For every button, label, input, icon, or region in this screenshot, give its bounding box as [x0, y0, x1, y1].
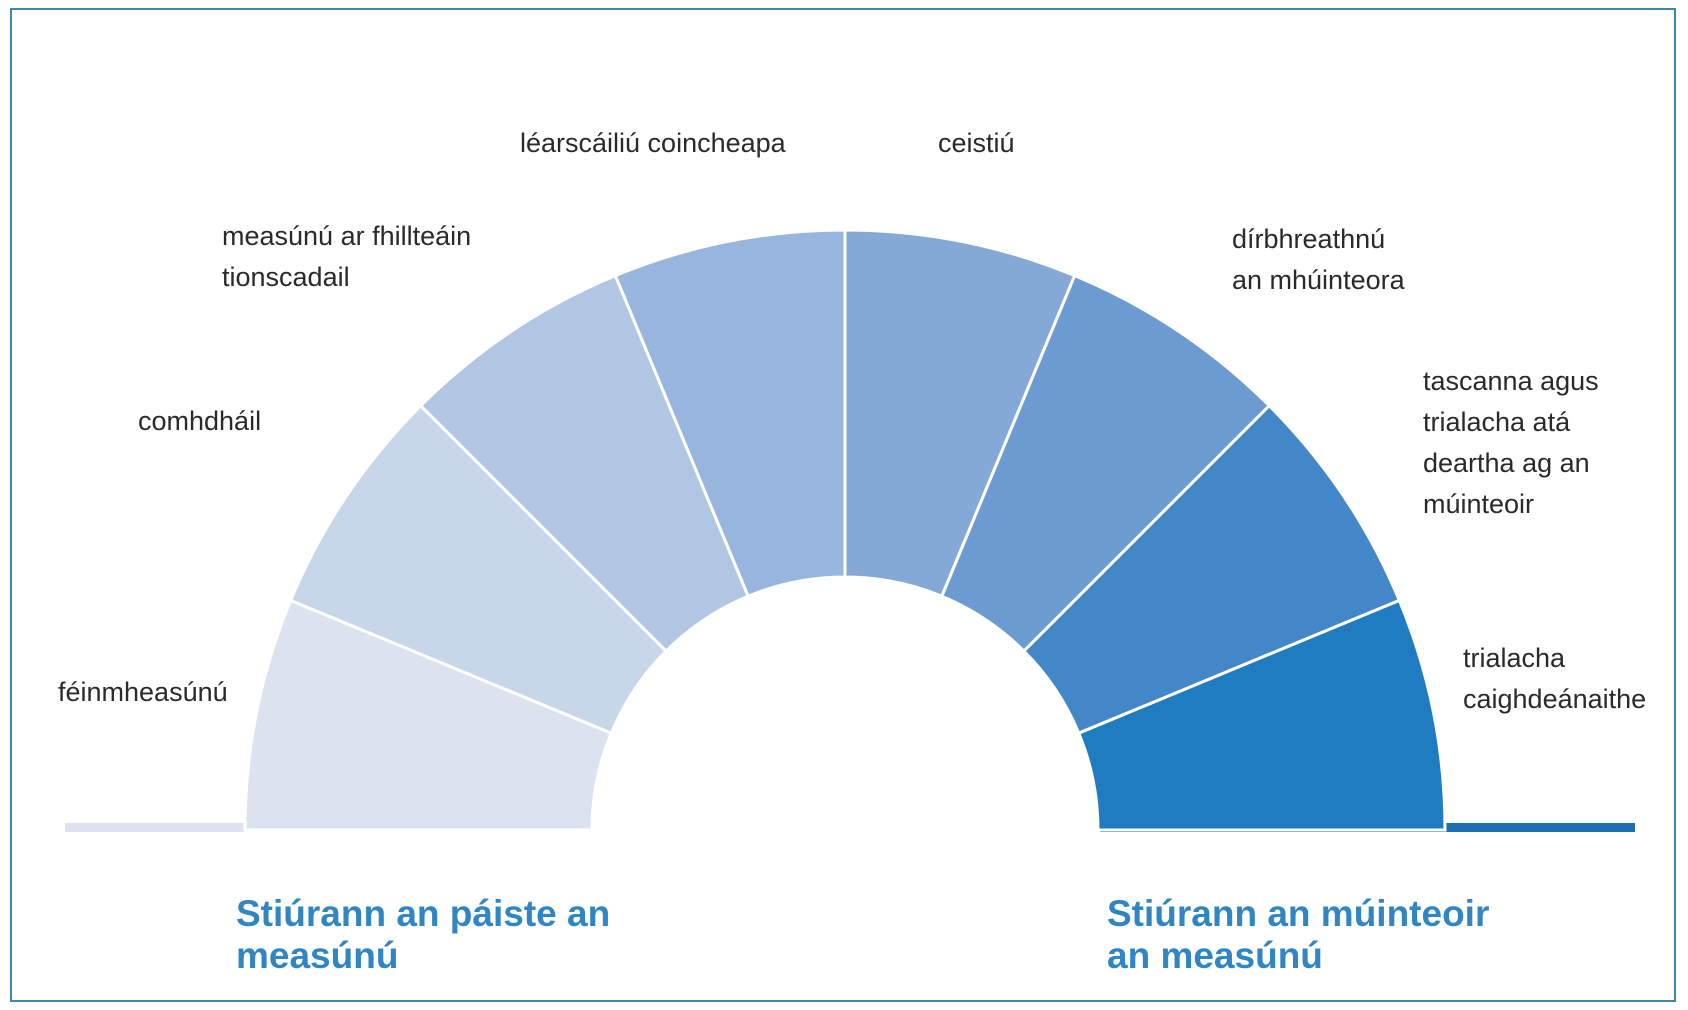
- semicircle-segments: [243, 228, 1447, 832]
- segment-label-line: múinteoir: [1423, 489, 1534, 519]
- segment-label-8: trialacha caighdeánaithe: [1463, 643, 1646, 714]
- segment-label-line: trialacha atá: [1423, 407, 1571, 437]
- child-led-baseline: [65, 823, 245, 832]
- segment-labels: féinmheasúnú comhdháil measúnú ar fhillteá…: [58, 128, 1646, 714]
- segment-label-line: ceistiú: [938, 128, 1015, 158]
- segment-label-line: deartha ag an: [1423, 448, 1590, 478]
- segment-label-4: léarscáiliú coincheapa: [520, 128, 787, 158]
- segment-label-line: caighdeánaithe: [1463, 684, 1646, 714]
- segment-label-3: measúnú ar fhillteáin tionscadail: [222, 221, 471, 292]
- segment-label-5: ceistiú: [938, 128, 1015, 158]
- segment-8: [1076, 598, 1447, 832]
- segment-label-line: léarscáiliú coincheapa: [520, 128, 787, 158]
- segment-label-line: féinmheasúnú: [58, 677, 228, 707]
- segment-label-2: comhdháil: [138, 406, 261, 436]
- segment-label-line: tascanna agus: [1423, 366, 1599, 396]
- segment-label-line: an mhúinteora: [1232, 265, 1406, 295]
- segment-label-6: dírbhreathnú an mhúinteora: [1232, 224, 1406, 295]
- child-led-caption: Stiúrann an páiste an measúnú: [236, 893, 611, 976]
- teacher-led-caption: Stiúrann an múinteoir an measúnú: [1107, 893, 1490, 976]
- segment-label-7: tascanna agus trialacha atá deartha ag an m…: [1423, 366, 1599, 519]
- segment-label-line: trialacha: [1463, 643, 1566, 673]
- segment-label-line: tionscadail: [222, 262, 350, 292]
- segment-label-line: comhdháil: [138, 406, 261, 436]
- segment-label-1: féinmheasúnú: [58, 677, 228, 707]
- segment-label-line: dírbhreathnú: [1232, 224, 1385, 254]
- segment-label-line: measúnú ar fhillteáin: [222, 221, 471, 251]
